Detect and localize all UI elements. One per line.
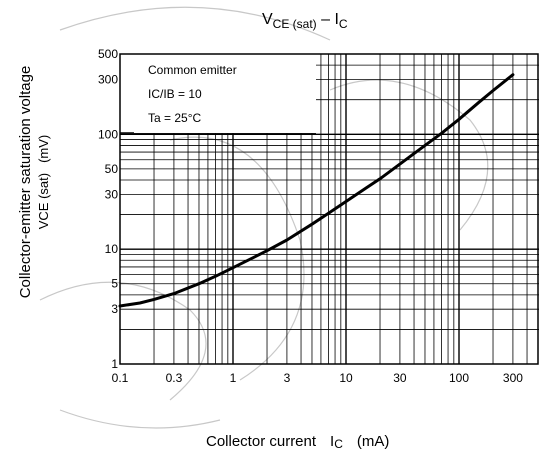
x-tick-label: 100 — [449, 371, 469, 385]
x-axis-symbol: I — [330, 433, 334, 450]
y-tick-label: 300 — [98, 72, 118, 86]
x-tick-label: 1 — [230, 371, 237, 385]
y-axis-subscript: CE (sat) — [36, 173, 51, 221]
watermark — [39, 6, 489, 429]
x-tick-label: 30 — [393, 371, 407, 385]
y-axis-label-line1: Collector-emitter saturation voltage — [17, 66, 34, 299]
x-axis-label: Collector current IC (mA) — [206, 433, 389, 451]
x-tick-label: 3 — [284, 371, 291, 385]
x-tick-label: 300 — [503, 371, 523, 385]
y-tick-label: 500 — [98, 47, 118, 61]
y-tick-label: 3 — [111, 302, 118, 316]
annotation-ta: Ta = 25°C — [148, 111, 201, 125]
x-tick-label: 0.1 — [112, 371, 129, 385]
plot-frame — [119, 53, 539, 365]
x-tick-labels: 0.1 0.3 1 3 10 30 100 300 — [112, 371, 524, 385]
title-v: V — [262, 11, 273, 28]
y-tick-label: 100 — [98, 127, 118, 141]
chart-title: VCE (sat) – IC — [262, 11, 348, 31]
title-subscript-c: C — [339, 17, 348, 31]
title-dash-i: – I — [317, 11, 339, 28]
x-axis-text: Collector current — [206, 433, 317, 450]
y-tick-label: 10 — [105, 242, 119, 256]
x-tick-label: 10 — [339, 371, 353, 385]
y-tick-label: 30 — [105, 187, 119, 201]
x-axis-unit: (mA) — [357, 433, 390, 450]
series-line — [118, 73, 515, 308]
y-tick-label: 50 — [105, 162, 119, 176]
y-tick-label: 5 — [111, 277, 118, 291]
y-axis-label-line2: VCE (sat) (mV) — [36, 135, 51, 230]
annotation-box — [134, 58, 316, 133]
annotation-ic-ib: IC/IB = 10 — [148, 87, 202, 101]
annotation-common-emitter: Common emitter — [148, 63, 237, 77]
y-tick-label: 1 — [111, 357, 118, 371]
x-axis-subscript: C — [334, 437, 343, 451]
title-subscript: CE (sat) — [273, 17, 317, 31]
y-axis-unit: (mV) — [36, 135, 51, 163]
x-tick-label: 0.3 — [166, 371, 183, 385]
y-axis-symbol: V — [36, 220, 51, 229]
y-tick-labels: 1 3 5 10 30 50 100 300 500 — [98, 47, 118, 371]
